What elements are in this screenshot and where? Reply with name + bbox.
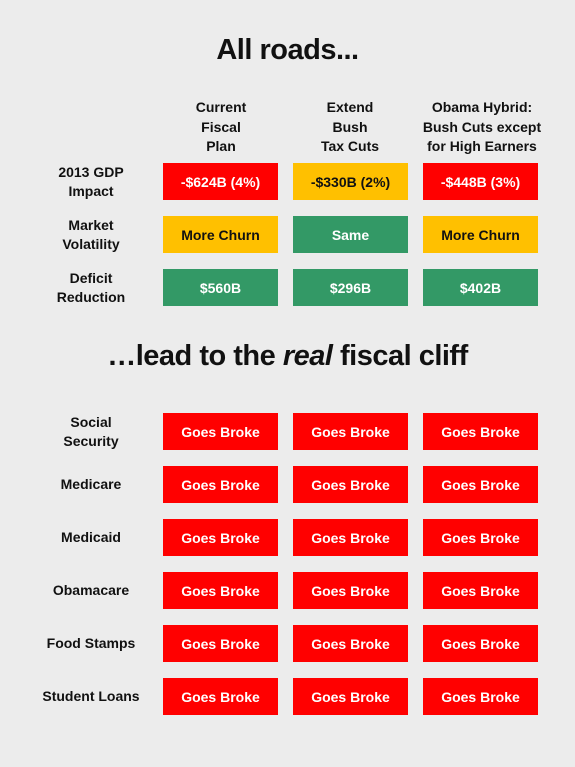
row-label: Medicaid [30,528,152,547]
column-header-line: Bush [332,118,368,135]
status-cell: Goes Broke [423,678,538,715]
row-label: Food Stamps [30,634,152,653]
column-header-line: Obama Hybrid: [431,99,533,115]
title-fiscal-cliff-suffix: fiscal cliff [332,340,468,372]
status-cell: Goes Broke [163,413,278,450]
status-cell: Same [293,216,408,253]
row-label-line: Reduction [56,288,126,305]
status-cell: -$624B (4%) [163,163,278,200]
row-label-line: Medicaid [61,529,121,545]
column-header-line: Extend [326,99,374,115]
status-cell: Goes Broke [293,572,408,609]
column-header: Extend Bush Tax Cuts [284,98,416,157]
status-cell: Goes Broke [163,625,278,662]
status-cell: $560B [163,269,278,306]
status-cell: -$330B (2%) [293,163,408,200]
status-cell: Goes Broke [423,519,538,556]
status-cell: Goes Broke [293,413,408,450]
status-cell: Goes Broke [293,519,408,556]
row-label: Deficit Reduction [30,269,152,307]
row-label: Student Loans [30,687,152,706]
row-label: Medicare [30,475,152,494]
row-label: Obamacare [30,581,152,600]
column-header-line: for High Earners [427,138,537,154]
status-cell: More Churn [163,216,278,253]
status-cell: Goes Broke [423,466,538,503]
row-label-line: Student Loans [42,688,140,704]
column-header-line: Current [195,99,247,115]
status-cell: Goes Broke [423,572,538,609]
title-fiscal-cliff-italic: real [282,340,333,372]
row-label-line: Market [68,216,114,233]
row-label: Social Security [30,413,152,451]
row-label-line: Food Stamps [46,635,136,651]
row-label-line: Security [63,432,119,449]
status-cell: Goes Broke [293,678,408,715]
column-header: Current Fiscal Plan [155,98,287,157]
status-cell: -$448B (3%) [423,163,538,200]
row-label-line: Medicare [60,476,122,492]
row-label-line: Volatility [62,235,120,252]
row-label-line: 2013 GDP [58,163,124,180]
row-label-line: Deficit [69,269,113,286]
row-label: Market Volatility [30,216,152,254]
status-cell: Goes Broke [293,466,408,503]
title-fiscal-cliff-prefix: …lead to the [107,340,283,372]
title-all-roads: All roads... [216,34,359,66]
column-header-line: Tax Cuts [320,138,380,154]
row-label: 2013 GDP Impact [30,163,152,201]
status-cell: $296B [293,269,408,306]
status-cell: Goes Broke [423,413,538,450]
status-cell: Goes Broke [163,466,278,503]
column-header-line: Bush Cuts except [422,118,542,135]
status-cell: Goes Broke [163,572,278,609]
status-cell: $402B [423,269,538,306]
column-header-line: Fiscal [201,118,241,135]
status-cell: Goes Broke [163,519,278,556]
status-cell: Goes Broke [293,625,408,662]
column-header-line: Plan [206,138,236,154]
row-label-line: Obamacare [52,582,130,598]
status-cell: Goes Broke [423,625,538,662]
column-header: Obama Hybrid: Bush Cuts except for High Ea… [416,98,548,157]
status-cell: More Churn [423,216,538,253]
row-label-line: Impact [68,182,114,199]
row-label-line: Social [70,413,112,430]
status-cell: Goes Broke [163,678,278,715]
title-fiscal-cliff: …lead to the real fiscal cliff [0,340,575,373]
